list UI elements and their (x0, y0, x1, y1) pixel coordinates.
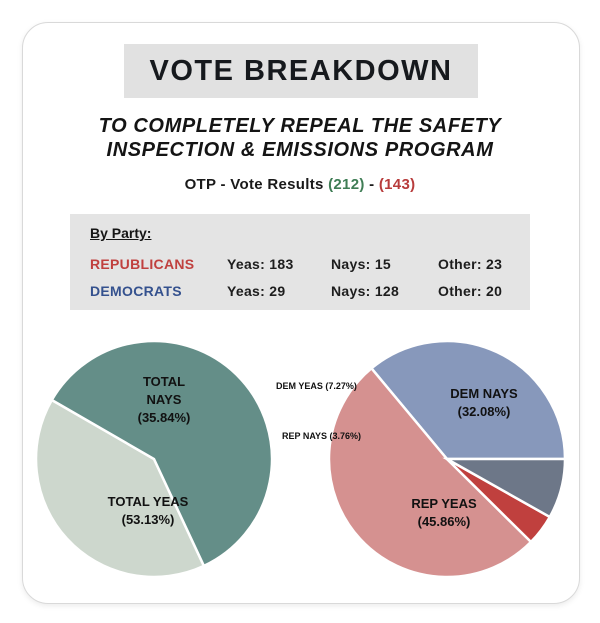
slice-label: DEM YEAS (7.27%) (276, 381, 357, 391)
rep-yeas: Yeas: 183 (227, 256, 294, 272)
table-row: REPUBLICANS Yeas: 183 Nays: 15 Other: 23 (90, 256, 520, 276)
dem-other: Other: 20 (438, 283, 503, 299)
title-banner: VOTE BREAKDOWN (124, 44, 478, 98)
pie-slice (369, 339, 567, 461)
dem-yeas: Yeas: 29 (227, 283, 286, 299)
slice-label: TOTAL YEAS (53.13%) (108, 494, 189, 527)
pie-slice (34, 398, 206, 579)
slice-label: REP NAYS (3.76%) (282, 431, 361, 441)
vote-results: OTP - Vote Results (212) - (143) (100, 176, 500, 193)
pie-slice (442, 457, 567, 519)
page-title: VOTE BREAKDOWN (149, 54, 453, 87)
rep-nays: Nays: 15 (331, 256, 391, 272)
bill-subtitle: TO COMPLETELY REPEAL THE SAFETY INSPECTI… (60, 114, 540, 162)
pie-slice (50, 339, 274, 568)
subtitle-line-2: INSPECTION & EMISSIONS PROGRAM (106, 139, 494, 161)
party-heading: By Party: (90, 225, 152, 241)
table-row: DEMOCRATS Yeas: 29 Nays: 128 Other: 20 (90, 283, 520, 303)
slice-label: TOTAL NAYS (35.84%) (138, 374, 191, 425)
slice-label: REP YEAS (45.86%) (411, 496, 477, 529)
subtitle-line-1: TO COMPLETELY REPEAL THE SAFETY (98, 115, 502, 137)
party-name-democrats: DEMOCRATS (90, 283, 182, 299)
pie-slice (327, 366, 533, 579)
party-breakdown-table: By Party: REPUBLICANS Yeas: 183 Nays: 15… (70, 214, 530, 310)
results-no-count: (143) (378, 176, 416, 193)
party-name-republicans: REPUBLICANS (90, 256, 195, 272)
results-separator: - (364, 176, 379, 193)
slice-label: DEM NAYS (32.08%) (450, 386, 518, 419)
dem-nays: Nays: 128 (331, 283, 400, 299)
results-yes-count: (212) (328, 176, 365, 193)
rep-other: Other: 23 (438, 256, 503, 272)
results-prefix: OTP - Vote Results (184, 176, 329, 193)
